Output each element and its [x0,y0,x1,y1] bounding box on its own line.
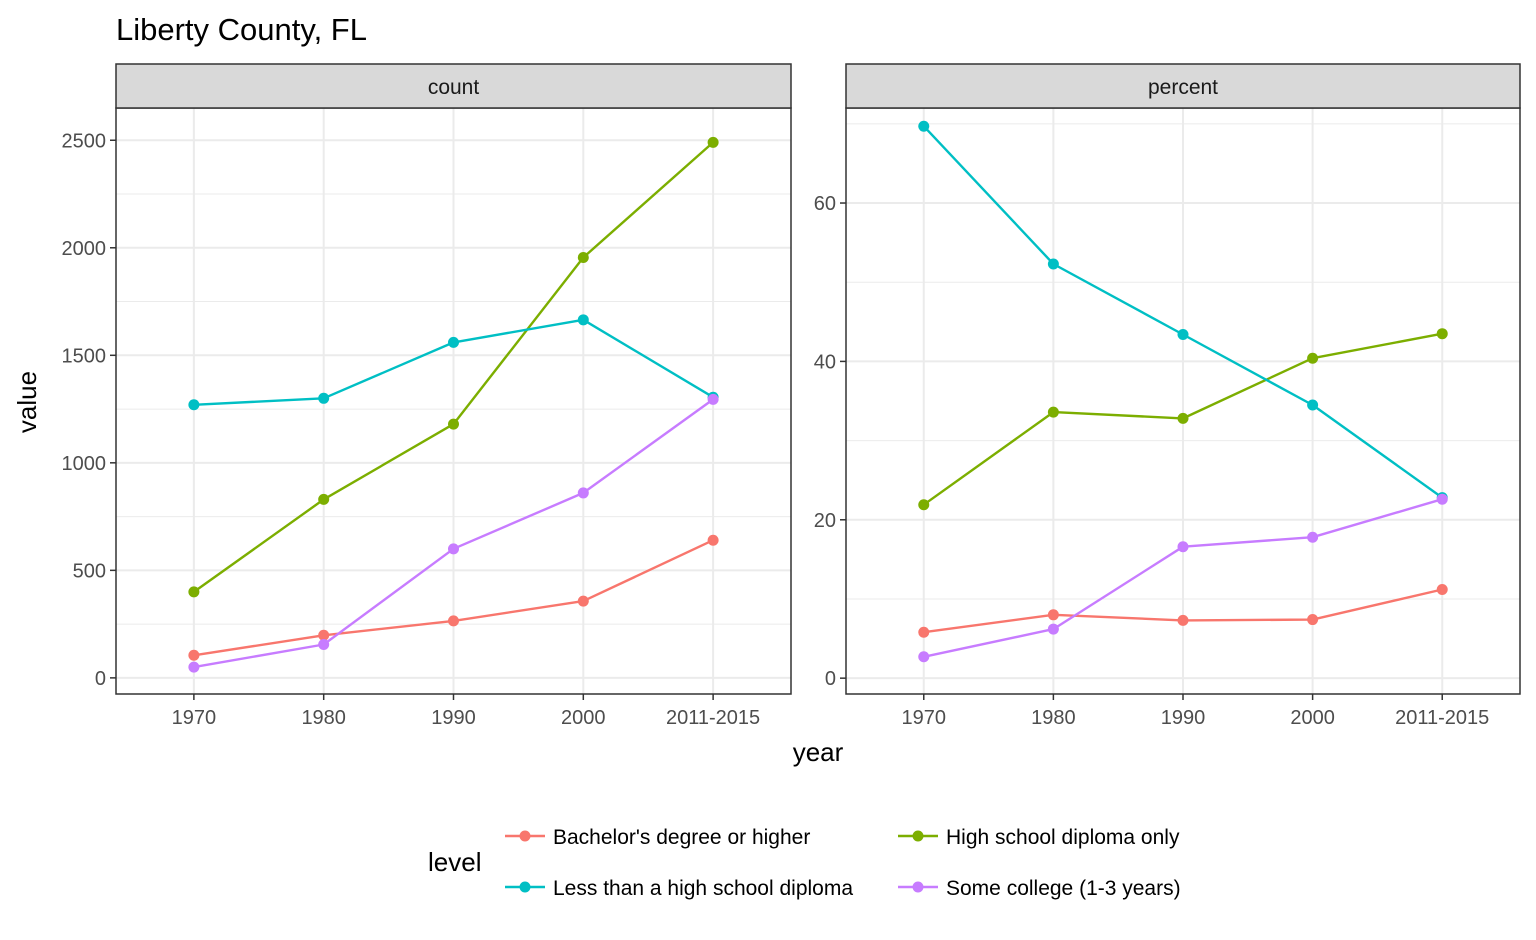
data-point-some-college-1-3-years [1047,623,1059,635]
data-point-high-school-diploma-only [707,136,719,148]
legend-key-point [519,881,531,893]
x-tick-label: 2011-2015 [1395,707,1489,729]
data-point-less-than-a-high-school-diploma [918,120,930,132]
data-point-bachelor-s-degree-or-higher [318,629,330,641]
data-point-some-college-1-3-years [188,661,200,673]
x-tick-label: 1990 [1161,707,1206,729]
data-point-less-than-a-high-school-diploma [318,392,330,404]
legend-label: Some college (1-3 years) [946,877,1181,900]
legend: level Bachelor's degree or higher High sc… [428,826,1181,900]
data-point-some-college-1-3-years [318,639,330,651]
y-tick-label: 500 [73,560,106,582]
data-point-less-than-a-high-school-diploma [448,336,459,348]
y-tick-label: 0 [95,668,106,690]
data-point-some-college-1-3-years [918,651,930,663]
y-tick-label: 40 [814,351,836,373]
data-point-less-than-a-high-school-diploma [577,314,589,326]
panel-percent: 0 20 40 60 1970 1980 1990 2000 2011-2015 percent [814,63,1521,729]
y-tick-label: 60 [814,193,836,215]
x-tick-label: 1990 [431,707,476,729]
x-tick-label: 2000 [561,707,606,729]
data-point-less-than-a-high-school-diploma [1307,399,1319,411]
legend-label: Bachelor's degree or higher [553,826,810,849]
chart-panels: 0 500 1000 1500 2000 2500 1970 1980 1990 2000 2011… [62,63,1521,729]
data-point-bachelor-s-degree-or-higher [707,534,719,546]
data-point-some-college-1-3-years [448,543,459,555]
data-point-high-school-diploma-only [1436,328,1448,340]
panel-count: 0 500 1000 1500 2000 2500 1970 1980 1990 2000 2011… [62,63,792,729]
data-point-some-college-1-3-years [1177,541,1189,553]
x-tick-label: 2011-2015 [666,707,760,729]
legend-key-point [519,830,531,842]
data-point-less-than-a-high-school-diploma [1047,258,1059,270]
data-point-high-school-diploma-only [577,251,589,263]
facet-strip [845,63,1521,109]
data-point-some-college-1-3-years [577,487,589,499]
data-point-high-school-diploma-only [1047,406,1059,418]
facet-strip-label: count [428,76,480,99]
data-point-some-college-1-3-years [707,393,719,405]
x-tick-label: 1970 [902,707,947,729]
legend-key-point [912,881,924,893]
legend-title: level [428,847,481,877]
data-point-high-school-diploma-only [448,418,459,430]
data-point-some-college-1-3-years [1436,493,1448,505]
y-tick-label: 1000 [62,453,107,475]
data-point-high-school-diploma-only [188,586,200,598]
data-point-high-school-diploma-only [918,499,930,511]
data-point-bachelor-s-degree-or-higher [188,649,200,661]
data-point-bachelor-s-degree-or-higher [1436,583,1448,595]
y-tick-label: 2500 [62,130,107,152]
legend-key-point [912,830,924,842]
data-point-bachelor-s-degree-or-higher [1047,609,1059,621]
x-tick-label: 2000 [1290,707,1335,729]
x-tick-label: 1970 [172,707,217,729]
data-point-bachelor-s-degree-or-higher [448,615,459,627]
legend-label: Less than a high school diploma [553,877,853,900]
data-point-less-than-a-high-school-diploma [1177,328,1189,340]
data-point-some-college-1-3-years [1307,531,1319,543]
y-tick-label: 0 [825,668,836,690]
data-point-high-school-diploma-only [1177,412,1189,424]
data-point-less-than-a-high-school-diploma [188,399,200,411]
chart-title: Liberty County, FL [116,12,367,47]
x-tick-label: 1980 [1031,707,1076,729]
data-point-bachelor-s-degree-or-higher [1307,614,1319,626]
data-point-bachelor-s-degree-or-higher [918,626,930,638]
y-tick-label: 2000 [62,238,107,260]
y-tick-label: 20 [814,510,836,532]
facet-strip [115,63,792,109]
legend-label: High school diploma only [946,826,1180,849]
data-point-high-school-diploma-only [1307,352,1319,364]
y-tick-label: 1500 [62,345,107,367]
x-axis-title: year [793,737,844,767]
data-point-bachelor-s-degree-or-higher [577,595,589,607]
data-point-high-school-diploma-only [318,493,330,505]
facet-strip-label: percent [1148,76,1218,99]
legend-item-bachelor-s-degree-or-higher: Bachelor's degree or higher [505,826,810,849]
x-tick-label: 1980 [301,707,346,729]
legend-item-less-than-a-high-school-diploma: Less than a high school diploma [505,877,853,900]
data-point-bachelor-s-degree-or-higher [1177,614,1189,626]
y-axis-title: value [12,371,42,433]
legend-item-high-school-diploma-only: High school diploma only [898,826,1180,849]
legend-item-some-college-1-3-years: Some college (1-3 years) [898,877,1181,900]
